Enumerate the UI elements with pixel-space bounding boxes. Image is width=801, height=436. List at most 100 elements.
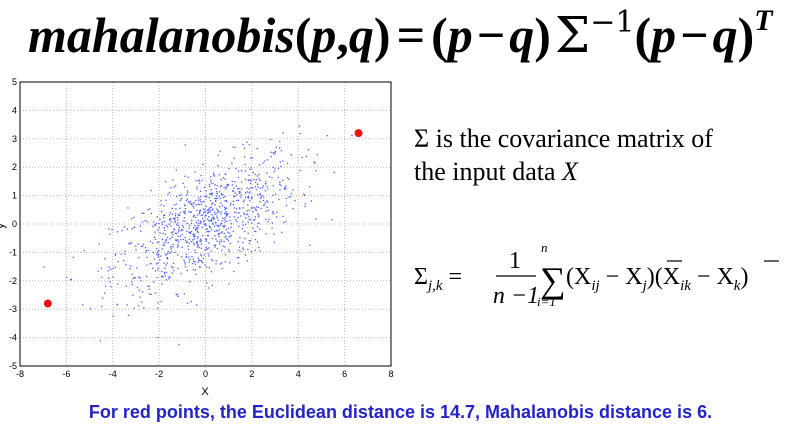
formula-sigma: Σ <box>414 264 428 290</box>
blue-point <box>99 340 102 342</box>
blue-point <box>188 238 190 240</box>
blue-point <box>176 224 178 226</box>
blue-point <box>326 135 328 137</box>
blue-point <box>209 211 211 213</box>
blue-point <box>164 267 166 269</box>
red-point <box>43 299 52 308</box>
blue-point <box>238 192 241 194</box>
blue-point <box>108 277 110 279</box>
blue-point <box>122 259 125 262</box>
blue-point <box>250 157 252 159</box>
blue-point <box>246 210 249 212</box>
blue-point <box>274 151 277 153</box>
blue-point <box>185 256 187 258</box>
blue-point <box>186 230 188 232</box>
blue-point <box>210 179 212 182</box>
blue-point <box>206 195 208 198</box>
blue-point <box>170 187 172 189</box>
blue-point <box>216 197 219 199</box>
blue-point <box>217 210 219 212</box>
blue-point <box>257 186 259 188</box>
blue-point <box>123 226 126 228</box>
blue-point <box>236 257 239 259</box>
blue-point <box>146 256 148 258</box>
blue-point <box>124 253 126 255</box>
blue-point <box>237 170 240 172</box>
blue-point <box>279 183 281 185</box>
blue-point <box>184 186 186 188</box>
blue-point <box>208 242 210 244</box>
blue-point <box>201 226 203 228</box>
blue-point <box>165 199 167 201</box>
covariance-description: Σ is the covariance matrix of the input … <box>414 122 794 188</box>
blue-point <box>203 186 206 189</box>
blue-point <box>240 250 242 252</box>
blue-point <box>166 262 168 264</box>
blue-point <box>255 188 258 191</box>
blue-point <box>202 217 204 220</box>
blue-point <box>114 253 117 255</box>
blue-point <box>215 195 218 197</box>
blue-point <box>171 207 173 209</box>
blue-point <box>192 205 194 207</box>
blue-point <box>247 179 250 181</box>
blue-point <box>203 224 206 226</box>
blue-point <box>223 240 225 243</box>
blue-point <box>203 200 205 203</box>
blue-point <box>193 202 195 204</box>
blue-point <box>240 196 242 198</box>
blue-point <box>236 199 238 202</box>
blue-point <box>157 262 159 264</box>
blue-point <box>145 249 147 252</box>
blue-point <box>220 223 222 225</box>
blue-point <box>194 261 196 263</box>
plot-ticks: -8 -6 -4 -2 0 2 4 6 8 -5 -4 -3 -2 -1 0 1 2 3 4 5 <box>9 78 394 379</box>
blue-point <box>130 241 132 244</box>
x-tick-label: 8 <box>388 369 393 379</box>
blue-point <box>218 174 220 176</box>
blue-point <box>177 214 179 216</box>
blue-point <box>200 196 202 198</box>
blue-point <box>234 192 236 194</box>
blue-point <box>257 194 259 196</box>
blue-point <box>176 195 178 198</box>
blue-point <box>139 225 142 227</box>
blue-point <box>257 213 259 215</box>
blue-point <box>190 222 193 225</box>
blue-point <box>259 187 261 189</box>
blue-point <box>219 206 221 208</box>
blue-point <box>269 176 271 178</box>
blue-point <box>216 184 218 187</box>
blue-point <box>304 205 306 208</box>
blue-point <box>212 172 215 175</box>
blue-point <box>198 259 200 262</box>
blue-point <box>173 228 175 230</box>
blue-point <box>212 216 215 218</box>
blue-point <box>235 185 237 187</box>
blue-point <box>256 175 258 177</box>
blue-point <box>134 277 136 279</box>
blue-point <box>266 172 268 174</box>
blue-point <box>220 239 222 241</box>
blue-point <box>235 208 238 210</box>
blue-point <box>218 235 220 237</box>
blue-point <box>156 216 158 218</box>
blue-point <box>163 220 165 223</box>
blue-point <box>199 190 202 192</box>
svg-text:mahalanobis(p,q)=(p−q)Σ−1(p−q): mahalanobis(p,q) = (p−q)Σ−1(p−q)T <box>28 4 774 64</box>
blue-point <box>147 209 149 211</box>
blue-point <box>254 185 257 188</box>
blue-point <box>179 211 181 214</box>
blue-point <box>210 250 212 252</box>
blue-point <box>280 184 282 187</box>
blue-point <box>89 308 92 310</box>
blue-point <box>200 222 202 224</box>
blue-point <box>223 232 225 235</box>
blue-point <box>176 246 179 248</box>
blue-point <box>229 242 231 245</box>
blue-point <box>242 247 244 249</box>
blue-point <box>251 222 253 224</box>
blue-point <box>210 176 212 178</box>
blue-point <box>250 182 252 185</box>
blue-point <box>222 225 224 227</box>
